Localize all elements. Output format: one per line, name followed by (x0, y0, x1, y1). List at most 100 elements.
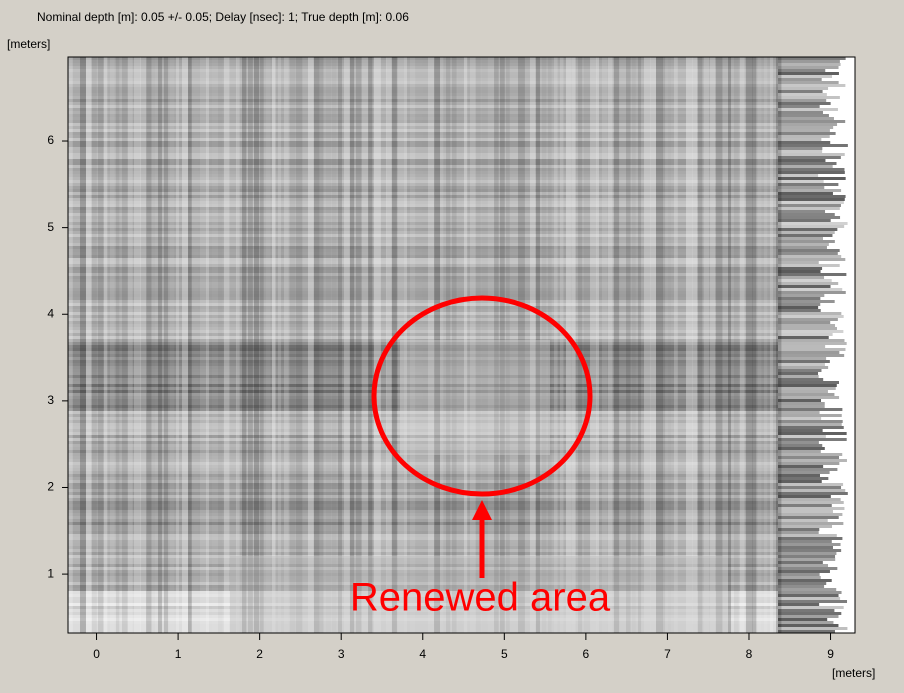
image-row (68, 426, 778, 429)
image-column (410, 57, 416, 633)
image-row (68, 243, 778, 246)
image-row (778, 291, 846, 294)
image-row (68, 579, 778, 582)
image-row (778, 66, 839, 69)
image-row (68, 366, 778, 369)
image-row (778, 237, 823, 240)
image-row (778, 306, 819, 309)
image-row (68, 297, 778, 300)
image-row (68, 222, 778, 225)
image-row (778, 357, 827, 360)
image-row (778, 270, 821, 273)
image-row (778, 297, 821, 300)
image-row (778, 360, 830, 363)
image-row (778, 126, 834, 129)
image-row (778, 249, 840, 252)
image-column (710, 57, 716, 633)
image-row (778, 333, 833, 336)
image-row (778, 279, 832, 282)
image-row (778, 294, 825, 297)
image-column (338, 57, 342, 633)
image-row (68, 399, 778, 402)
image-row (68, 351, 778, 354)
image-row (68, 420, 778, 423)
image-row (68, 429, 778, 432)
image-column (74, 57, 80, 633)
image-row (778, 612, 842, 615)
image-row (778, 366, 829, 369)
image-row (778, 603, 820, 606)
image-row (68, 384, 778, 387)
image-row (68, 195, 778, 198)
image-row (68, 483, 778, 486)
image-row (778, 441, 819, 444)
image-column (464, 57, 468, 633)
image-row (68, 309, 778, 312)
image-row (68, 459, 778, 462)
image-row (778, 477, 829, 480)
image-column (206, 57, 210, 633)
image-row (778, 114, 829, 117)
image-row (778, 162, 837, 165)
image-row (778, 351, 840, 354)
image-row (68, 306, 778, 309)
image-row (778, 276, 825, 279)
image-column (92, 57, 97, 633)
image-row (68, 171, 778, 174)
image-row (778, 153, 845, 156)
image-column (698, 57, 703, 633)
x-tick-label: 9 (827, 647, 834, 661)
image-row (68, 573, 778, 576)
image-column (506, 57, 510, 633)
image-row (778, 111, 823, 114)
image-row (68, 558, 778, 561)
image-row (68, 405, 778, 408)
image-row (778, 288, 843, 291)
image-row (778, 585, 825, 588)
image-column (362, 57, 369, 633)
image-row (778, 156, 841, 159)
image-row (68, 345, 778, 348)
image-column (104, 57, 108, 633)
image-row (778, 342, 847, 345)
image-column (188, 57, 192, 633)
image-row (778, 471, 830, 474)
image-row (778, 522, 844, 525)
image-row (778, 564, 829, 567)
image-row (778, 129, 830, 132)
image-row (68, 606, 778, 609)
y-tick-label: 4 (47, 306, 54, 320)
image-row (778, 432, 847, 435)
image-column (314, 57, 320, 633)
x-tick-label: 5 (501, 647, 508, 661)
image-row (778, 393, 835, 396)
image-row (68, 198, 778, 201)
image-row (778, 282, 839, 285)
image-row (68, 369, 778, 372)
image-column (116, 57, 120, 633)
image-column (446, 57, 451, 633)
image-row (68, 60, 778, 63)
image-row (68, 66, 778, 69)
image-row (778, 573, 820, 576)
image-row (778, 213, 835, 216)
image-row (68, 177, 778, 180)
image-column (224, 57, 230, 633)
image-row (778, 123, 838, 126)
image-row (778, 57, 846, 60)
image-column (620, 57, 623, 633)
x-tick-label: 4 (419, 647, 426, 661)
image-row (778, 570, 830, 573)
image-row (778, 567, 838, 570)
image-column (158, 57, 162, 633)
image-row (778, 423, 842, 426)
image-column (374, 57, 381, 633)
image-row (778, 168, 845, 171)
image-row (68, 363, 778, 366)
image-row (778, 117, 834, 120)
image-row (778, 321, 831, 324)
image-column (128, 57, 133, 633)
image-row (778, 312, 842, 315)
image-row (68, 132, 778, 135)
image-row (68, 84, 778, 87)
